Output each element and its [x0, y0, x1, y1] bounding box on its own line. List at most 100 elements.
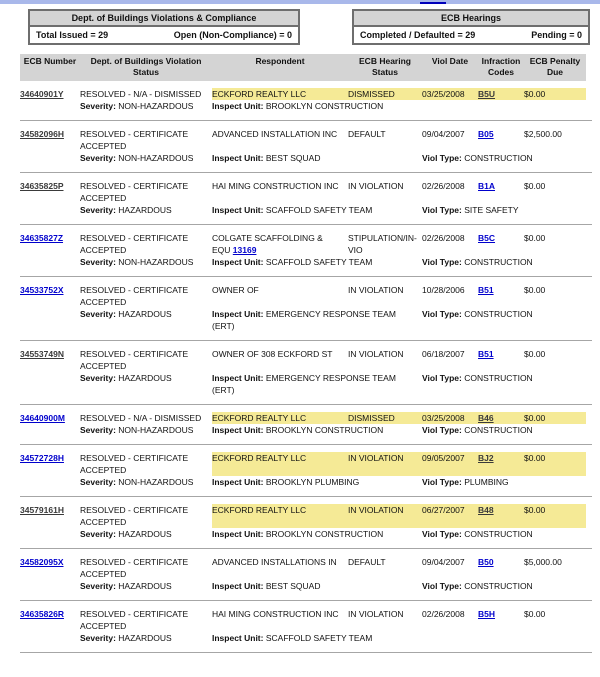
- inspect-unit-label: Inspect Unit:: [212, 477, 264, 487]
- ecb-number-link[interactable]: 34640900M: [20, 413, 65, 423]
- infraction-code-link[interactable]: B1A: [478, 181, 496, 191]
- ecb-number-link[interactable]: 34572728H: [20, 453, 64, 463]
- respondent-name: ECKFORD REALTY LLC: [212, 412, 348, 424]
- respondent-name: ECKFORD REALTY LLC: [212, 452, 348, 476]
- dob-violation-status: RESOLVED - CERTIFICATE ACCEPTED: [80, 453, 189, 475]
- viol-type: Viol Type: PLUMBING: [422, 476, 586, 488]
- severity-label: Severity:: [80, 153, 116, 163]
- row-separator: [20, 340, 592, 341]
- viol-type: Viol Type: CONSTRUCTION: [422, 424, 586, 436]
- viol-type-value: PLUMBING: [464, 477, 509, 487]
- inspect-unit-value: SCAFFOLD SAFETY TEAM: [265, 633, 373, 643]
- severity-value: HAZARDOUS: [118, 309, 172, 319]
- infraction-code-link[interactable]: B48: [478, 505, 494, 515]
- severity-value: NON-HAZARDOUS: [118, 257, 194, 267]
- severity: Severity: NON-HAZARDOUS: [80, 152, 212, 164]
- respondent-name: ADVANCED INSTALLATIONS IN: [212, 557, 337, 567]
- viol-type: Viol Type: SITE SAFETY: [422, 204, 586, 216]
- inspect-unit-label: Inspect Unit:: [212, 309, 264, 319]
- inspect-unit-label: Inspect Unit:: [212, 425, 264, 435]
- row-separator: [20, 652, 592, 653]
- viol-type-value: CONSTRUCTION: [464, 257, 533, 267]
- viol-type: Viol Type: CONSTRUCTION: [422, 308, 586, 332]
- infraction-code-link[interactable]: B51: [478, 349, 494, 359]
- dob-summary-box: Dept. of Buildings Violations & Complian…: [28, 9, 300, 45]
- inspect-unit-label: Inspect Unit:: [212, 205, 264, 215]
- severity-value: NON-HAZARDOUS: [118, 153, 194, 163]
- inspect-unit-value: BEST SQUAD: [265, 581, 321, 591]
- respondent-name: OWNER OF: [212, 285, 259, 295]
- ecb-number-link[interactable]: 34582096H: [20, 129, 64, 139]
- table-row: 34635826R RESOLVED - CERTIFICATE ACCEPTE…: [0, 601, 600, 653]
- respondent-id-link[interactable]: 13169: [232, 245, 257, 255]
- viol-type-label: Viol Type:: [422, 309, 462, 319]
- inspect-unit: Inspect Unit: SCAFFOLD SAFETY TEAM: [212, 632, 422, 644]
- ecb-number-link[interactable]: 34635826R: [20, 609, 64, 619]
- inspect-unit-label: Inspect Unit:: [212, 581, 264, 591]
- open-noncompliance-stat: Open (Non-Compliance) = 0: [173, 30, 292, 40]
- violation-date: 09/04/2007: [422, 129, 465, 139]
- penalty-due-value: $0.00: [524, 452, 586, 476]
- inspect-unit-label: Inspect Unit:: [212, 153, 264, 163]
- ecb-number-link[interactable]: 34533752X: [20, 285, 64, 295]
- inspect-unit: Inspect Unit: EMERGENCY RESPONSE TEAM (E…: [212, 308, 422, 332]
- table-row: 34582096H RESOLVED - CERTIFICATE ACCEPTE…: [0, 121, 600, 173]
- severity: Severity: NON-HAZARDOUS: [80, 424, 212, 436]
- inspect-unit: Inspect Unit: SCAFFOLD SAFETY TEAM: [212, 256, 422, 268]
- ecb-number-link[interactable]: 34553749N: [20, 349, 64, 359]
- ecb-number-link[interactable]: 34635827Z: [20, 233, 64, 243]
- summary-boxes: Dept. of Buildings Violations & Complian…: [28, 9, 590, 45]
- dob-violation-status: RESOLVED - CERTIFICATE ACCEPTED: [80, 181, 189, 203]
- dob-violation-status: RESOLVED - CERTIFICATE ACCEPTED: [80, 557, 189, 579]
- viol-type: Viol Type: CONSTRUCTION: [422, 256, 586, 268]
- severity-label: Severity:: [80, 529, 116, 539]
- inspect-unit-value: BROOKLYN PLUMBING: [265, 477, 360, 487]
- table-row: 34553749N RESOLVED - CERTIFICATE ACCEPTE…: [0, 341, 600, 405]
- viol-type: Viol Type: CONSTRUCTION: [422, 528, 586, 540]
- penalty-due-value: $0.00: [524, 233, 546, 243]
- header-ecb-number: ECB Number: [23, 56, 77, 66]
- viol-type-value: SITE SAFETY: [464, 205, 519, 215]
- respondent-name: ECKFORD REALTY LLC: [212, 504, 348, 528]
- dob-violation-status: RESOLVED - N/A - DISMISSED: [80, 413, 202, 423]
- header-penalty-due: ECB Penalty Due: [529, 56, 581, 77]
- top-banner-strip: [0, 0, 600, 5]
- cutoff-link-underline[interactable]: [420, 2, 446, 4]
- severity-label: Severity:: [80, 101, 116, 111]
- inspect-unit-value: SCAFFOLD SAFETY TEAM: [265, 205, 373, 215]
- infraction-code-link[interactable]: B46: [478, 413, 494, 423]
- viol-type-value: CONSTRUCTION: [464, 309, 533, 319]
- viol-type-value: CONSTRUCTION: [464, 153, 533, 163]
- header-hearing-status: ECB Hearing Status: [359, 56, 411, 77]
- violation-date: 02/26/2008: [422, 181, 465, 191]
- viol-type-label: Viol Type:: [422, 529, 462, 539]
- inspect-unit: Inspect Unit: BROOKLYN CONSTRUCTION: [212, 424, 422, 436]
- ecb-number-link[interactable]: 34640901Y: [20, 89, 64, 99]
- violations-table-body: 34640901Y RESOLVED - N/A - DISMISSED ECK…: [0, 81, 600, 653]
- infraction-code-link[interactable]: B51: [478, 285, 494, 295]
- infraction-code-link[interactable]: B50: [478, 557, 494, 567]
- ecb-number-link[interactable]: 34582095X: [20, 557, 64, 567]
- ecb-hearing-status: IN VIOLATION: [348, 285, 404, 295]
- banner-background: [0, 0, 600, 4]
- ecb-number-link[interactable]: 34635825P: [20, 181, 64, 191]
- ecb-number-link[interactable]: 34579161H: [20, 505, 64, 515]
- ecb-hearing-status: DEFAULT: [348, 557, 386, 567]
- severity-label: Severity:: [80, 633, 116, 643]
- severity-label: Severity:: [80, 257, 116, 267]
- viol-type-label: Viol Type:: [422, 153, 462, 163]
- infraction-code-link[interactable]: B5C: [478, 233, 496, 243]
- severity-label: Severity:: [80, 309, 116, 319]
- penalty-due-value: $0.00: [524, 412, 586, 424]
- inspect-unit-value: BROOKLYN CONSTRUCTION: [265, 101, 384, 111]
- infraction-code-link[interactable]: B5H: [478, 609, 496, 619]
- inspect-unit: Inspect Unit: BROOKLYN CONSTRUCTION: [212, 100, 422, 112]
- penalty-due-value: $0.00: [524, 181, 546, 191]
- violation-date: 03/25/2008: [422, 412, 478, 424]
- infraction-code-link[interactable]: BJ2: [478, 453, 494, 463]
- respondent-name: ECKFORD REALTY LLC: [212, 88, 348, 100]
- infraction-code-link[interactable]: B5U: [478, 89, 496, 99]
- severity: Severity: NON-HAZARDOUS: [80, 476, 212, 488]
- infraction-code-link[interactable]: B05: [478, 129, 494, 139]
- penalty-due-value: $0.00: [524, 504, 586, 528]
